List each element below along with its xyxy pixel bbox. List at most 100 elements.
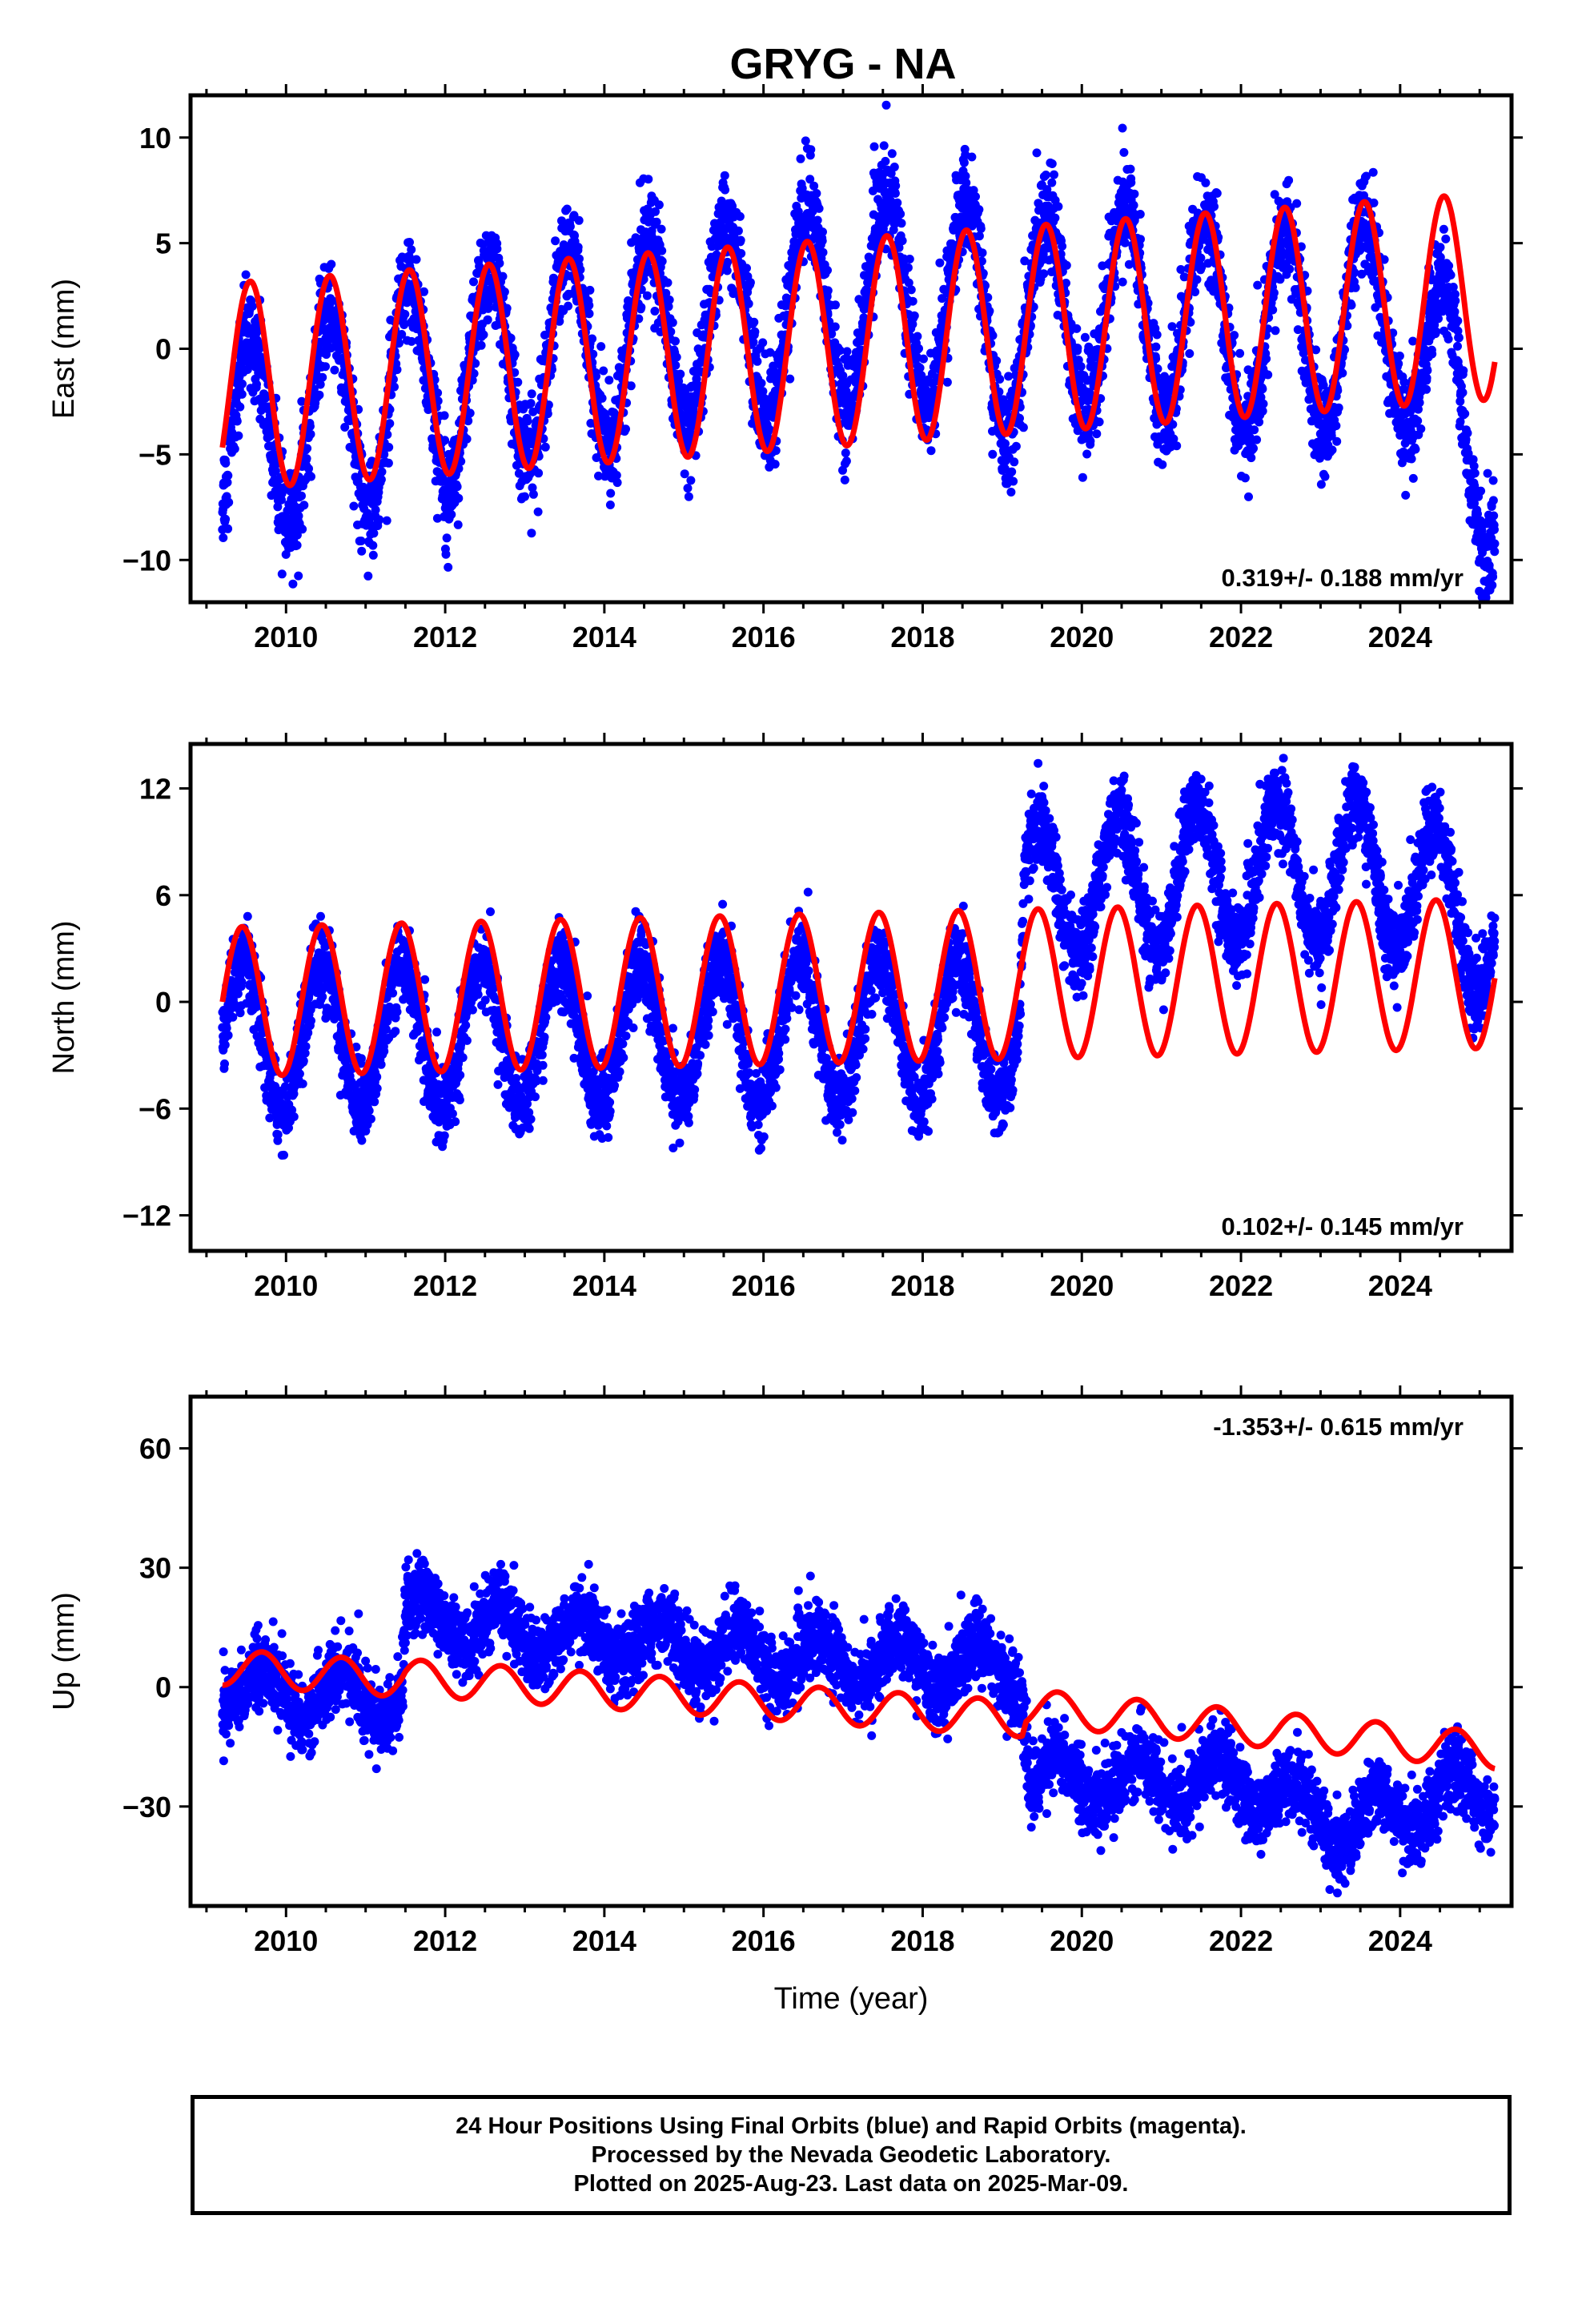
observation-point — [1050, 170, 1058, 179]
observation-point — [1082, 449, 1092, 459]
observation-point — [1007, 467, 1017, 476]
observation-point — [656, 224, 666, 234]
observation-point — [303, 444, 312, 453]
observation-point — [742, 263, 751, 273]
observation-point — [1018, 423, 1028, 432]
observation-point — [356, 537, 366, 545]
observation-point — [935, 258, 945, 267]
observation-point — [368, 541, 378, 550]
observation-point — [1196, 253, 1206, 263]
observation-point — [1320, 472, 1330, 481]
observation-point — [1269, 288, 1279, 298]
observation-point — [683, 484, 693, 493]
observation-point — [650, 307, 660, 316]
observation-point — [330, 365, 339, 375]
observation-point — [594, 471, 603, 480]
observation-point — [812, 189, 821, 198]
observation-point — [1435, 243, 1445, 252]
observation-point — [237, 389, 247, 399]
observation-point — [588, 349, 598, 359]
observation-point — [543, 409, 552, 419]
observation-point — [1185, 349, 1195, 358]
observation-point — [801, 136, 810, 146]
observation-point — [1244, 492, 1253, 501]
observation-point — [1423, 366, 1432, 376]
observation-point — [1151, 354, 1161, 364]
observation-point — [495, 259, 504, 268]
observation-point — [306, 429, 315, 439]
observation-point — [1240, 473, 1250, 483]
observation-point — [942, 377, 952, 387]
observation-point — [914, 344, 923, 353]
observation-point — [528, 489, 538, 499]
observation-point — [1004, 372, 1014, 381]
observation-point — [340, 423, 350, 432]
observation-point — [886, 169, 896, 179]
observation-point — [1124, 259, 1134, 269]
observation-point — [454, 493, 464, 503]
observation-point — [368, 550, 378, 560]
observation-point — [1119, 147, 1129, 157]
observation-point — [891, 181, 901, 191]
observation-point — [976, 224, 986, 233]
observation-point — [1076, 362, 1086, 372]
observation-point — [1230, 331, 1239, 340]
observation-point — [663, 278, 673, 287]
observation-point — [644, 175, 653, 184]
observation-point — [576, 265, 585, 275]
observation-point — [770, 460, 780, 469]
observation-point — [1126, 178, 1136, 187]
observation-point — [440, 436, 450, 445]
observation-point — [749, 317, 759, 327]
observation-point — [513, 377, 523, 387]
observation-point — [657, 246, 667, 255]
observation-point — [469, 277, 478, 287]
observation-point — [842, 347, 852, 356]
observation-point — [1072, 324, 1082, 333]
observation-point — [599, 366, 608, 376]
observation-point — [1058, 242, 1067, 251]
observation-point — [1047, 159, 1057, 168]
observation-point — [1235, 348, 1245, 358]
observation-point — [574, 215, 584, 225]
observation-point — [476, 340, 486, 350]
observation-point — [651, 207, 660, 216]
observation-point — [1268, 305, 1278, 315]
observation-point — [441, 549, 451, 559]
observation-point — [657, 256, 667, 266]
observation-point — [1062, 260, 1071, 270]
observation-point — [412, 255, 421, 264]
observation-point — [1172, 441, 1182, 451]
observation-point — [919, 354, 928, 364]
observation-point — [680, 469, 689, 479]
observation-point — [869, 142, 879, 151]
observation-point — [1126, 164, 1135, 174]
observation-point — [671, 360, 681, 370]
observation-point — [903, 263, 913, 272]
observation-point — [890, 189, 900, 198]
observation-point — [1259, 399, 1268, 408]
observation-point — [995, 375, 1005, 384]
observation-point — [390, 382, 399, 392]
observation-point — [926, 446, 936, 456]
observation-point — [1129, 200, 1138, 210]
observation-point — [1084, 342, 1094, 352]
observation-point — [484, 304, 493, 313]
observation-point — [1078, 472, 1087, 482]
observation-point — [750, 327, 760, 336]
observation-point — [564, 301, 573, 311]
observation-point — [327, 259, 336, 269]
observation-point — [664, 302, 673, 312]
observation-point — [1041, 171, 1050, 179]
observation-point — [407, 245, 416, 255]
observation-point — [1253, 280, 1263, 290]
observation-point — [1120, 238, 1130, 247]
observation-point — [735, 211, 745, 221]
observation-point — [585, 285, 595, 295]
observation-point — [584, 300, 594, 310]
observation-point — [908, 296, 917, 306]
observation-point — [1252, 435, 1262, 444]
observation-point — [1167, 322, 1177, 332]
observation-point — [520, 492, 529, 501]
observation-point — [252, 380, 261, 389]
